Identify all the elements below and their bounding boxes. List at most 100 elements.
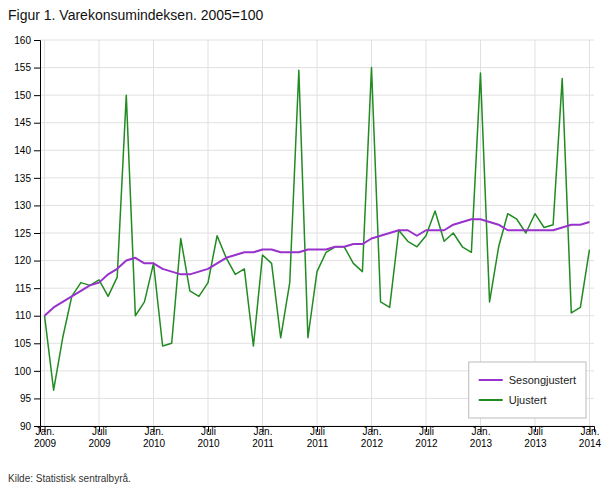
x-tick-label-line: 2014 bbox=[579, 438, 602, 449]
x-tick: Jan.2011 bbox=[252, 426, 274, 449]
x-tick-label-line: Juli bbox=[201, 426, 216, 437]
y-tick: 130 bbox=[14, 200, 40, 211]
x-tick: Juli2009 bbox=[88, 426, 111, 449]
grid-line-x bbox=[99, 40, 100, 426]
source: Kilde: Statistisk sentralbyrå. bbox=[8, 473, 131, 484]
x-tick-label-line: 2010 bbox=[143, 438, 166, 449]
x-tick-label: Juli2010 bbox=[197, 426, 220, 449]
x-tick-label: Jan.2011 bbox=[252, 426, 274, 449]
grid-line-x bbox=[262, 40, 263, 426]
x-tick-label-line: Juli bbox=[92, 426, 107, 437]
y-tick: 160 bbox=[14, 35, 40, 46]
series-line bbox=[45, 68, 590, 391]
legend: Sesongjustert Ujustert bbox=[469, 362, 586, 418]
x-tick-label-line: Jan. bbox=[145, 426, 164, 437]
y-tick-mark bbox=[34, 371, 40, 372]
x-tick-label-line: 2013 bbox=[470, 438, 493, 449]
x-tick-label-line: Juli bbox=[310, 426, 325, 437]
y-tick-mark bbox=[34, 95, 40, 96]
y-tick: 110 bbox=[15, 310, 40, 321]
chart: Figur 1. Varekonsumindeksen. 2005=100 Kil… bbox=[0, 0, 610, 488]
x-tick-label-line: 2012 bbox=[361, 438, 384, 449]
x-tick: Juli2012 bbox=[415, 426, 438, 449]
y-tick: 140 bbox=[14, 145, 40, 156]
lines bbox=[45, 68, 590, 391]
y-axis: 90 95 100 105 110 115 120 125 130 135 140 145 150 155… bbox=[14, 35, 40, 432]
x-tick-label-line: Jan. bbox=[581, 426, 600, 437]
x-tick: Juli2010 bbox=[197, 426, 220, 449]
grid-line-x bbox=[317, 40, 318, 426]
y-tick: 125 bbox=[14, 228, 40, 239]
x-tick-label-line: 2009 bbox=[88, 438, 111, 449]
y-tick-label: 150 bbox=[14, 90, 31, 101]
x-tick-label-line: Juli bbox=[528, 426, 543, 437]
x-tick: Jan.2012 bbox=[361, 426, 384, 449]
y-tick-mark bbox=[34, 40, 40, 41]
x-tick-label-line: Jan. bbox=[363, 426, 382, 437]
x-tick: Juli2011 bbox=[307, 426, 329, 449]
x-tick-label: Jan.2009 bbox=[34, 426, 57, 449]
y-tick-label: 140 bbox=[14, 145, 31, 156]
y-tick-mark bbox=[34, 150, 40, 151]
y-tick-mark bbox=[34, 233, 40, 234]
legend-label: Ujustert bbox=[509, 394, 547, 406]
y-tick: 135 bbox=[14, 173, 40, 184]
grid-line-x bbox=[153, 40, 154, 426]
y-tick-mark bbox=[34, 205, 40, 206]
legend-swatch bbox=[479, 399, 503, 401]
y-tick: 155 bbox=[14, 62, 40, 73]
y-tick: 145 bbox=[14, 117, 40, 128]
x-tick-label-line: 2012 bbox=[415, 438, 438, 449]
x-tick-label-line: 2011 bbox=[307, 438, 329, 449]
y-tick-label: 90 bbox=[20, 421, 32, 432]
legend-item: Ujustert bbox=[479, 394, 547, 406]
y-tick-label: 155 bbox=[14, 62, 31, 73]
grid bbox=[40, 40, 594, 426]
x-tick-label: Juli2009 bbox=[88, 426, 111, 449]
y-tick: 115 bbox=[15, 283, 40, 294]
x-tick-label: Juli2013 bbox=[524, 426, 547, 449]
x-tick-label-line: 2013 bbox=[524, 438, 547, 449]
x-tick-label-line: 2011 bbox=[252, 438, 274, 449]
legend-box bbox=[469, 362, 586, 418]
x-tick: Jan.2010 bbox=[143, 426, 166, 449]
y-tick: 120 bbox=[14, 255, 40, 266]
x-tick: Juli2013 bbox=[524, 426, 547, 449]
x-tick-label: Juli2011 bbox=[307, 426, 329, 449]
y-tick-mark bbox=[34, 398, 40, 399]
series-line bbox=[45, 219, 590, 315]
x-tick-label: Jan.2013 bbox=[470, 426, 493, 449]
y-axis-line bbox=[34, 41, 41, 427]
grid-line-x bbox=[44, 40, 45, 426]
y-tick-label: 160 bbox=[14, 35, 31, 46]
x-tick-label: Juli2012 bbox=[415, 426, 438, 449]
x-tick-label-line: Juli bbox=[419, 426, 434, 437]
y-tick-label: 120 bbox=[14, 255, 31, 266]
y-tick-label: 135 bbox=[14, 173, 31, 184]
y-tick: 105 bbox=[14, 338, 40, 349]
y-tick: 95 bbox=[20, 393, 40, 404]
y-tick-label: 105 bbox=[14, 338, 31, 349]
x-tick-label-line: Jan. bbox=[254, 426, 273, 437]
y-tick-label: 115 bbox=[15, 283, 31, 294]
y-tick-label: 110 bbox=[15, 310, 31, 321]
y-tick-mark bbox=[34, 343, 40, 344]
y-tick-mark bbox=[34, 68, 40, 69]
legend-item: Sesongjustert bbox=[479, 374, 576, 386]
x-tick-label-line: 2009 bbox=[34, 438, 57, 449]
x-tick: Jan.2014 bbox=[579, 426, 602, 449]
y-tick-label: 100 bbox=[14, 366, 31, 377]
x-tick-label-line: 2010 bbox=[197, 438, 220, 449]
y-tick-mark bbox=[34, 261, 40, 262]
title: Figur 1. Varekonsumindeksen. 2005=100 bbox=[8, 7, 264, 23]
grid-line-x bbox=[208, 40, 209, 426]
x-tick-label-line: Jan. bbox=[472, 426, 491, 437]
x-tick: Jan.2009 bbox=[34, 426, 57, 449]
y-tick-label: 95 bbox=[20, 393, 32, 404]
x-tick-label: Jan.2014 bbox=[579, 426, 602, 449]
plot: 90 95 100 105 110 115 120 125 130 135 140 145 150 155… bbox=[14, 35, 601, 449]
y-tick: 150 bbox=[14, 90, 40, 101]
y-tick: 100 bbox=[14, 366, 40, 377]
y-tick-mark bbox=[34, 178, 40, 179]
x-tick: Jan.2013 bbox=[470, 426, 493, 449]
